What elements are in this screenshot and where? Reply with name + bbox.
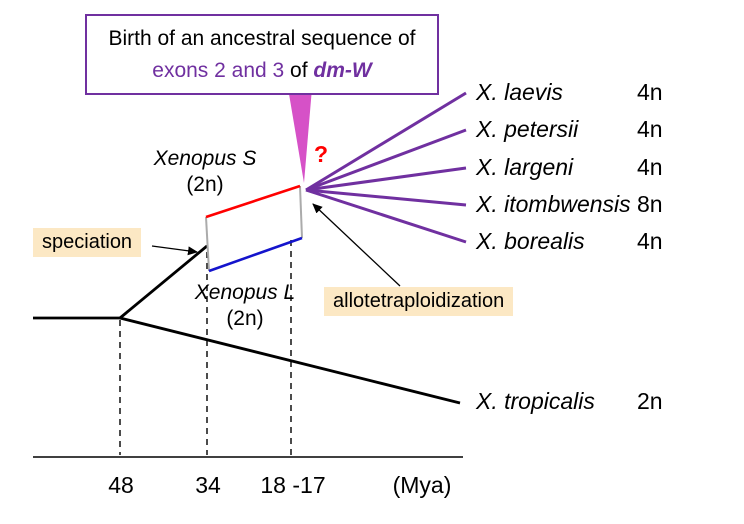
species-ploidy-largeni: 4n <box>637 154 663 180</box>
speciation-tag: speciation <box>33 228 142 257</box>
xenopus-s-ploidy: (2n) <box>186 173 224 196</box>
speciation-arrow-icon <box>151 245 198 256</box>
species-name-tropicalis: X. tropicalis <box>476 388 595 414</box>
species-ploidy-laevis: 4n <box>637 79 663 105</box>
question-mark: ? <box>314 141 329 167</box>
callout-wedge-icon <box>288 88 312 183</box>
xenopus-l-ploidy: (2n) <box>226 307 264 330</box>
tick-48: 48 <box>108 472 134 498</box>
species-ploidy-itombwensis: 8n <box>637 191 663 217</box>
title-line1: Birth of an ancestral sequence of <box>108 27 416 50</box>
branch-borealis <box>305 188 467 244</box>
species-name-laevis: X. laevis <box>476 79 563 105</box>
branch-laevis <box>305 91 467 192</box>
xenopus-s-branch <box>205 184 301 219</box>
species-ploidy-petersii: 4n <box>637 116 663 142</box>
title-callout-box: Birth of an ancestral sequence of exons … <box>85 14 439 95</box>
timeline-unit: (Mya) <box>392 472 452 498</box>
branch-petersii <box>305 128 467 192</box>
species-ploidy-borealis: 4n <box>637 228 663 254</box>
title-dmw-text: dm-W <box>313 58 372 82</box>
branch-itombwensis <box>305 188 467 207</box>
species-name-largeni: X. largeni <box>476 154 574 180</box>
tick-18-17: 18 -17 <box>260 472 326 498</box>
allotetraploidization-arrow-icon <box>312 203 401 287</box>
branch-largeni <box>305 166 467 192</box>
title-of-text: of <box>284 58 314 82</box>
title-line2: exons 2 and 3 of dm-W <box>89 55 435 87</box>
xenopus-l-branch <box>208 236 303 273</box>
xenopus-s-label: Xenopus S <box>153 147 257 170</box>
parallelogram-right-edge <box>299 185 303 239</box>
species-name-petersii: X. petersii <box>476 116 579 142</box>
tree-upper-branch <box>119 244 208 320</box>
species-ploidy-tropicalis: 2n <box>637 388 663 414</box>
allotetraploidization-tag: allotetraploidization <box>324 287 514 316</box>
xenopus-l-label: Xenopus L <box>194 281 296 304</box>
species-name-itombwensis: X. itombwensis <box>476 191 631 217</box>
title-exons-text: exons 2 and 3 <box>152 58 285 82</box>
species-name-borealis: X. borealis <box>476 228 585 254</box>
tree-tropicalis-branch <box>119 316 461 405</box>
tick-34: 34 <box>195 472 221 498</box>
parallelogram-left-edge <box>205 216 210 272</box>
